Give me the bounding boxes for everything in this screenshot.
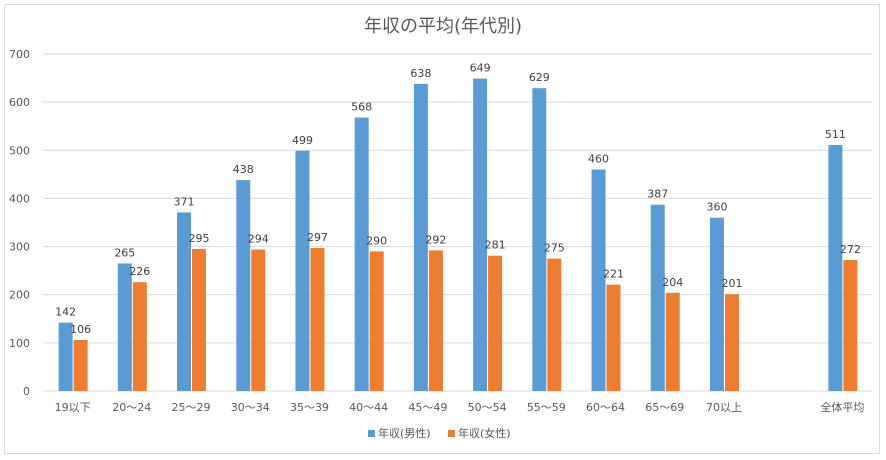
x-tick-label: 35～39 — [290, 401, 329, 414]
data-label: 281 — [485, 239, 506, 252]
data-label: 204 — [662, 276, 683, 289]
data-label: 360 — [706, 201, 727, 214]
data-label: 201 — [721, 277, 742, 290]
data-label: 226 — [129, 265, 150, 278]
bar — [606, 284, 621, 391]
data-label: 638 — [410, 67, 431, 80]
x-tick-label: 45～49 — [408, 401, 447, 414]
bar — [532, 88, 547, 391]
data-label: 290 — [366, 234, 387, 247]
bar — [132, 282, 147, 391]
data-label: 371 — [174, 195, 195, 208]
bar — [251, 249, 266, 391]
data-label: 499 — [292, 134, 313, 147]
gridlines — [43, 53, 872, 392]
legend-swatch — [448, 430, 455, 437]
chart-title: 年収の平均(年代別) — [364, 16, 522, 37]
data-label: 438 — [233, 163, 254, 176]
data-label: 142 — [55, 306, 76, 319]
data-label: 292 — [425, 233, 446, 246]
bar — [58, 322, 73, 391]
bar — [117, 263, 132, 391]
y-tick-label: 400 — [9, 192, 30, 205]
legend-swatch — [368, 430, 375, 437]
x-tick-label: 65～69 — [645, 401, 684, 414]
legend-label: 年収(男性) — [378, 426, 431, 440]
x-tick-label: 25～29 — [172, 401, 211, 414]
bar — [828, 144, 843, 391]
x-tick-label: 60～64 — [586, 401, 625, 414]
bar — [665, 292, 680, 391]
legend-label: 年収(女性) — [458, 426, 511, 440]
data-label: 295 — [189, 232, 210, 245]
bar — [192, 248, 207, 391]
bars — [58, 78, 858, 391]
data-label: 649 — [470, 62, 491, 75]
bar — [724, 294, 739, 391]
data-label: 221 — [603, 268, 624, 281]
bar — [413, 83, 428, 391]
bar — [547, 258, 562, 391]
bar — [473, 78, 488, 391]
bar — [177, 212, 192, 391]
bar — [73, 339, 88, 391]
legend: 年収(男性) 年収(女性) — [368, 426, 511, 440]
data-label: 106 — [70, 323, 91, 336]
x-tick-label: 40～44 — [349, 401, 388, 414]
x-tick-label: 70以上 — [706, 401, 742, 414]
x-tick-label: 55～59 — [527, 401, 566, 414]
data-label: 568 — [351, 101, 372, 114]
data-label: 294 — [248, 232, 269, 245]
data-label: 272 — [840, 243, 861, 256]
data-label: 297 — [307, 231, 328, 244]
x-tick-label: 19以下 — [55, 401, 91, 414]
x-tick-label: 50～54 — [468, 401, 507, 414]
data-label: 275 — [544, 242, 565, 255]
y-axis-ticks: 0 100 200 300 400 500 600 700 — [9, 48, 30, 398]
bar — [843, 260, 858, 391]
x-tick-label: 20～24 — [112, 401, 151, 414]
bar — [591, 169, 606, 391]
data-label: 511 — [825, 128, 846, 141]
bar — [488, 255, 503, 391]
data-label: 629 — [529, 71, 550, 84]
y-tick-label: 100 — [9, 337, 30, 350]
x-axis-ticks: 19以下 20～24 25～29 30～34 35～39 40～44 45～49 50～54 5… — [55, 400, 865, 414]
y-tick-label: 0 — [23, 385, 30, 398]
bar — [295, 150, 310, 391]
bar — [236, 180, 251, 391]
x-tick-label: 全体平均 — [820, 400, 864, 414]
x-tick-label: 30～34 — [231, 401, 270, 414]
bar — [650, 204, 665, 391]
y-tick-label: 700 — [9, 48, 30, 61]
y-tick-label: 200 — [9, 289, 30, 302]
data-label: 265 — [114, 246, 135, 259]
data-label: 460 — [588, 153, 609, 166]
bar — [354, 117, 369, 391]
bar — [428, 250, 443, 391]
y-tick-label: 600 — [9, 96, 30, 109]
data-labels: 142 106 265 226 371 295 438 294 499 297 568 290 638 2… — [55, 62, 861, 336]
y-tick-label: 500 — [9, 144, 30, 157]
bar — [369, 251, 384, 391]
data-label: 387 — [647, 188, 668, 201]
bar — [310, 248, 325, 391]
y-tick-label: 300 — [9, 241, 30, 254]
bar — [709, 217, 724, 391]
